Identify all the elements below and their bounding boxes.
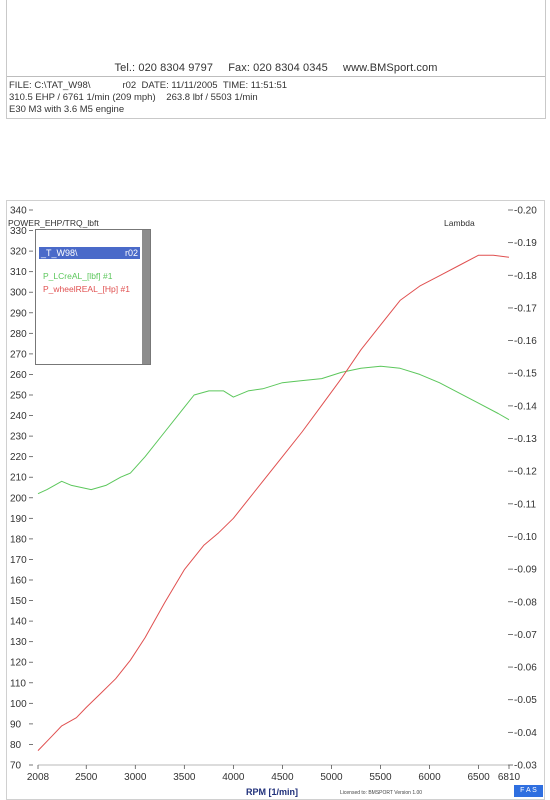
x-tick-label: 3000 — [124, 772, 147, 783]
power-curve — [37, 254, 510, 751]
y-tick-label: 210 — [10, 473, 27, 484]
y-tick-label: 110 — [10, 678, 26, 689]
y-axis-title: POWER_EHP/TRQ_lbft — [8, 218, 99, 228]
series-layer — [37, 254, 510, 751]
y-tick-label: 270 — [10, 349, 27, 360]
y-tick-label: 200 — [10, 493, 27, 504]
car-description: E30 M3 with 3.6 M5 engine — [9, 104, 125, 115]
y2-tick-label: -0.07 — [514, 630, 537, 641]
y-tick-label: 160 — [10, 576, 27, 587]
y2-tick-label: -0.04 — [514, 728, 537, 739]
legend-title-bar: _T_W98\ r02 — [39, 247, 140, 259]
y2-tick-label: -0.20 — [514, 206, 537, 217]
y-tick-label: 260 — [10, 370, 27, 381]
x-tick-label: 4000 — [222, 772, 245, 783]
y2-tick-label: -0.17 — [514, 303, 537, 314]
y2-tick-label: -0.09 — [514, 565, 537, 576]
y-tick-label: 340 — [10, 206, 27, 217]
y2-tick-label: -0.11 — [514, 499, 536, 510]
corner-button[interactable]: F A S — [514, 785, 543, 797]
run-time: TIME: 11:51:51 — [222, 80, 288, 91]
legend-title-left: _T_W98\ — [41, 248, 78, 258]
run-info: FILE: C:\TAT_W98\ r02 DATE: 11/11/2005 TI… — [9, 80, 287, 116]
peak-torque: 263.8 lbf / 5503 1/min — [166, 92, 258, 103]
y2-tick-label: -0.05 — [514, 695, 537, 706]
y-tick-label: 220 — [10, 452, 27, 463]
y-tick-label: 280 — [10, 329, 27, 340]
legend-panel[interactable]: _T_W98\ r02 P_LCreAL_[lbf] #1 P_wheelREA… — [35, 229, 151, 365]
y-tick-label: 230 — [10, 432, 27, 443]
x-tick-label: 6810 — [498, 772, 521, 783]
contact-line: Tel.: 020 8304 9797 Fax: 020 8304 0345 w… — [7, 62, 545, 74]
y-tick-label: 80 — [10, 740, 22, 751]
y2-tick-label: -0.13 — [514, 434, 537, 445]
y-tick-label: 290 — [10, 308, 27, 319]
x-axis-title: RPM [1/min] — [246, 787, 298, 797]
x-tick-label: 3500 — [173, 772, 196, 783]
bottom-axis: 2008 2500 3000 3500 4000 4500 5000 5500 6000 6500… — [27, 764, 521, 783]
y-tick-label: 320 — [10, 247, 27, 258]
y2-tick-label: -0.14 — [514, 401, 537, 412]
file-line: FILE: C:\TAT_W98\ r02 DATE: 11/11/2005 TI… — [9, 80, 287, 92]
y2-tick-label: -0.03 — [514, 761, 537, 772]
x-tick-label: 2008 — [27, 772, 50, 783]
y-tick-label: 120 — [10, 658, 27, 669]
x-tick-label: 6500 — [467, 772, 490, 783]
y-tick-label: 190 — [10, 514, 27, 525]
x-tick-label: 2500 — [75, 772, 98, 783]
y-tick-label: 180 — [10, 534, 27, 545]
y2-tick-label: -0.08 — [514, 597, 537, 608]
report-header: Tel.: 020 8304 9797 Fax: 020 8304 0345 w… — [6, 0, 546, 119]
y2-tick-label: -0.12 — [514, 467, 537, 478]
x-tick-label: 4500 — [271, 772, 294, 783]
y-tick-label: 140 — [10, 617, 27, 628]
torque-curve — [37, 365, 510, 495]
fax-number: Fax: 020 8304 0345 — [228, 62, 328, 74]
phone-number: Tel.: 020 8304 9797 — [114, 62, 214, 74]
left-axis: 340 330 320 310 300 290 280 270 260 250 240 230 220 2… — [10, 206, 33, 772]
y2-tick-label: -0.15 — [514, 369, 537, 380]
y-tick-label: 240 — [10, 411, 27, 422]
result-line: 310.5 EHP / 6761 1/min (209 mph) 263.8 l… — [9, 92, 287, 104]
x-tick-label: 6000 — [418, 772, 441, 783]
x-tick-label: 5000 — [320, 772, 343, 783]
file-suffix: r02 — [122, 80, 137, 91]
y-tick-label: 330 — [10, 226, 27, 237]
legend-title-right: r02 — [124, 248, 138, 258]
y2-tick-label: -0.06 — [514, 663, 537, 674]
y2-tick-label: -0.19 — [514, 238, 537, 249]
y2-tick-label: -0.16 — [514, 336, 537, 347]
y-tick-label: 310 — [10, 267, 27, 278]
y2-tick-label: -0.10 — [514, 532, 537, 543]
y-tick-label: 100 — [10, 699, 27, 710]
x-tick-label: 5500 — [369, 772, 392, 783]
y-tick-label: 150 — [10, 596, 27, 607]
y-tick-label: 130 — [10, 637, 27, 648]
legend-item-torque[interactable]: P_LCreAL_[lbf] #1 — [43, 271, 113, 281]
header-divider — [7, 76, 545, 77]
website-link[interactable]: www.BMSport.com — [343, 62, 438, 74]
y-tick-label: 70 — [10, 761, 22, 772]
y2-axis-title: Lambda — [444, 218, 475, 228]
y-tick-label: 90 — [10, 719, 22, 730]
y-tick-label: 170 — [10, 555, 27, 566]
peak-power: 310.5 EHP / 6761 1/min (209 mph) — [9, 92, 156, 103]
file-path: FILE: C:\TAT_W98\ — [9, 80, 91, 91]
run-date: DATE: 11/11/2005 — [141, 80, 218, 91]
y-tick-label: 250 — [10, 391, 27, 402]
y2-tick-label: -0.18 — [514, 271, 537, 282]
y-tick-label: 300 — [10, 288, 27, 299]
right-axis: -0.20 -0.19 -0.18 -0.17 -0.16 -0.15 -0.14 -0.13… — [508, 206, 537, 772]
license-note: Licensed to: BMSPORT Version 1.00 — [340, 790, 422, 796]
legend-item-power[interactable]: P_wheelREAL_[Hp] #1 — [43, 284, 130, 294]
